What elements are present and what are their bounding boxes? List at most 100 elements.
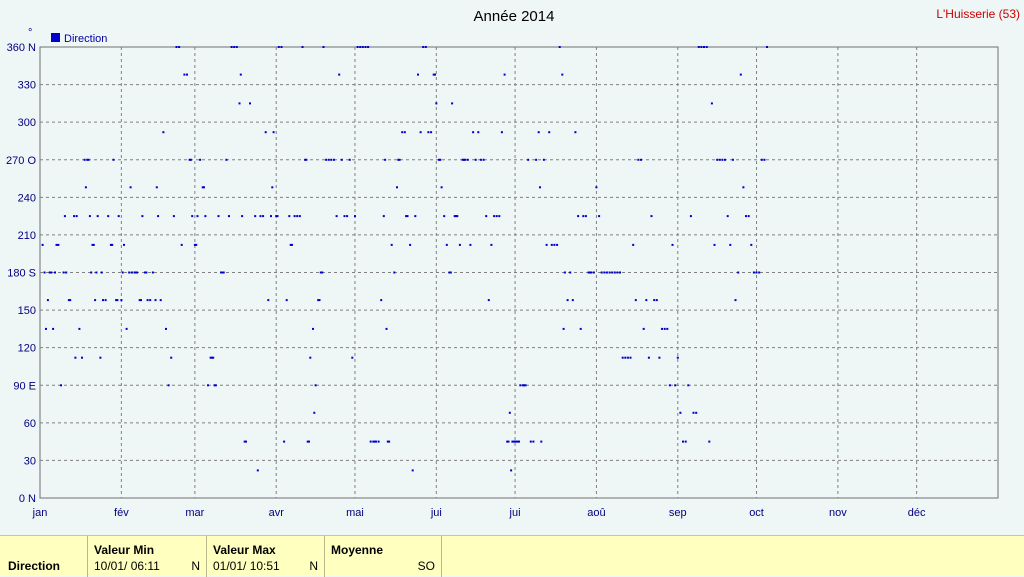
data-point — [697, 46, 700, 48]
data-point — [477, 131, 480, 134]
data-point — [96, 215, 99, 218]
data-point — [584, 215, 587, 218]
data-point — [396, 186, 398, 189]
data-point — [92, 243, 95, 246]
data-point — [189, 158, 192, 161]
data-point — [515, 440, 518, 443]
data-point — [523, 384, 526, 387]
data-point — [561, 73, 564, 76]
data-point — [209, 356, 212, 359]
data-point — [107, 215, 110, 218]
data-point — [167, 384, 170, 387]
max-direction: N — [309, 559, 318, 573]
data-point — [243, 440, 246, 443]
data-point — [88, 215, 91, 218]
data-point — [165, 327, 167, 330]
data-point — [472, 131, 475, 134]
data-point — [708, 440, 711, 443]
data-point — [151, 271, 154, 274]
data-point — [54, 271, 56, 274]
data-point — [663, 327, 666, 330]
data-point — [439, 158, 442, 161]
data-point — [506, 440, 509, 443]
data-point — [204, 215, 207, 218]
plot-area — [39, 46, 999, 499]
data-point — [588, 271, 591, 274]
data-point — [514, 440, 517, 443]
data-point — [469, 243, 472, 246]
data-point — [296, 215, 299, 218]
data-point — [397, 158, 400, 161]
data-point — [238, 102, 241, 105]
data-point — [340, 158, 343, 161]
data-point — [102, 299, 104, 302]
data-point — [222, 271, 225, 274]
data-point — [542, 158, 545, 161]
data-point — [590, 271, 593, 274]
data-point — [48, 271, 51, 274]
data-point — [133, 271, 136, 274]
data-point — [603, 271, 606, 274]
data-point — [519, 384, 522, 387]
data-point — [335, 215, 338, 218]
data-point — [304, 158, 307, 161]
data-point — [566, 299, 569, 302]
data-point — [373, 440, 376, 443]
mean-value: SO — [417, 559, 435, 573]
data-point — [455, 215, 457, 218]
data-point — [46, 299, 49, 302]
y-tick-label: 180 S — [7, 268, 36, 280]
data-point — [346, 215, 349, 218]
data-point — [213, 384, 216, 387]
data-point — [448, 271, 451, 274]
data-point — [100, 271, 103, 274]
data-point — [453, 215, 456, 218]
data-point — [406, 215, 409, 218]
y-tick-label: 0 N — [19, 493, 36, 505]
data-point — [140, 299, 142, 302]
data-point — [621, 356, 624, 359]
min-value: 10/01/ 06:11 — [94, 559, 160, 573]
data-point — [747, 215, 750, 218]
data-point — [532, 440, 535, 443]
data-point — [235, 46, 238, 48]
data-point — [351, 356, 354, 359]
x-axis: jan fév mar avr mai jui jui aoû sep oct nov déc — [32, 507, 926, 519]
data-point — [239, 73, 242, 76]
data-point — [742, 186, 745, 189]
data-point — [598, 215, 601, 218]
data-point — [726, 215, 729, 218]
data-point — [220, 271, 223, 274]
data-point — [120, 299, 123, 302]
x-tick-label: mai — [346, 507, 364, 519]
data-point — [134, 271, 137, 274]
data-point — [655, 299, 658, 302]
data-point — [737, 271, 740, 274]
x-tick-label: fév — [114, 507, 129, 519]
data-point — [203, 186, 205, 189]
data-point — [668, 384, 671, 387]
data-point — [574, 131, 577, 134]
y-tick-label: 330 — [18, 80, 36, 92]
x-tick-label: mar — [185, 507, 204, 519]
data-point — [230, 46, 233, 48]
data-point — [154, 299, 157, 302]
data-point — [144, 271, 146, 274]
data-point — [162, 131, 165, 134]
data-point — [721, 158, 724, 161]
data-point — [474, 158, 477, 161]
data-point — [640, 158, 642, 161]
data-point — [305, 158, 308, 161]
data-point — [424, 46, 427, 48]
data-point — [558, 46, 561, 48]
data-point — [180, 243, 183, 246]
data-point — [739, 73, 742, 76]
data-point — [112, 158, 115, 161]
data-point — [724, 158, 726, 161]
data-point — [553, 243, 556, 246]
data-point — [432, 73, 435, 76]
data-point — [684, 440, 687, 443]
data-point — [687, 384, 690, 387]
data-point — [245, 440, 247, 443]
data-point — [508, 411, 511, 414]
